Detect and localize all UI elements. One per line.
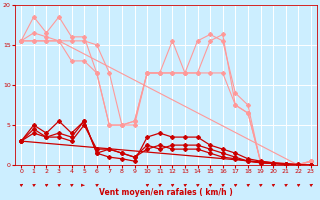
X-axis label: Vent moyen/en rafales ( km/h ): Vent moyen/en rafales ( km/h ) [99,188,233,197]
